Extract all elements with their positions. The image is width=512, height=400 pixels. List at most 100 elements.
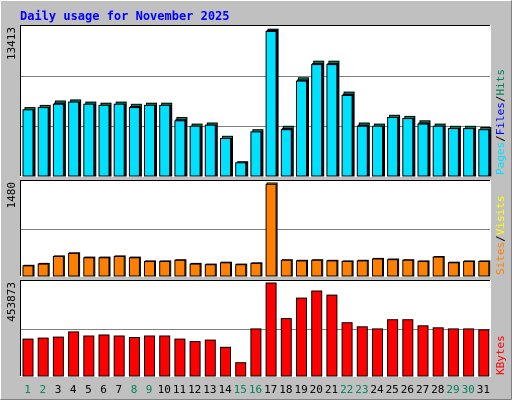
bar-kbytes-day-19 (296, 297, 307, 377)
day-label-28: 28 (431, 383, 444, 396)
bar-sites-day-30 (463, 261, 475, 277)
bar-sites-day-24 (372, 258, 383, 277)
bar-kbytes-day-6 (98, 334, 110, 377)
day-label-23: 23 (355, 383, 368, 396)
bar-sites-day-17 (265, 183, 277, 277)
bar-pages-day-14 (220, 138, 231, 177)
bar-kbytes-day-28 (432, 327, 444, 377)
bar-pages-day-13 (204, 124, 216, 177)
bar-pages-day-15 (235, 162, 247, 177)
kbytes-panel: 453873 KBytes (5, 280, 507, 377)
bar-sites-day-23 (356, 260, 368, 277)
panel-legend: Pages/Files/Hits (494, 69, 507, 175)
day-label-27: 27 (416, 383, 429, 396)
bar-pages-day-2 (37, 107, 49, 177)
day-label-30: 30 (462, 383, 475, 396)
chart-title: Daily usage for November 2025 (20, 9, 230, 23)
bar-pages-day-26 (402, 118, 414, 177)
day-label-25: 25 (386, 383, 399, 396)
bar-kbytes-day-13 (204, 339, 216, 377)
bar-kbytes-day-31 (478, 329, 490, 377)
panel-legend: Sites/Visits (494, 196, 507, 276)
day-label-1: 1 (24, 383, 31, 396)
day-label-21: 21 (325, 383, 338, 396)
day-label-8: 8 (131, 383, 138, 396)
bar-pages-day-3 (52, 103, 64, 177)
bar-pages-day-12 (189, 125, 201, 177)
bar-pages-day-22 (341, 95, 353, 177)
bar-pages-day-10 (159, 104, 171, 177)
bar-sites-day-10 (159, 261, 171, 277)
legend-entry: Sites (494, 242, 507, 275)
bar-sites-day-1 (22, 265, 34, 277)
panel-legend: KBytes (494, 335, 507, 375)
bar-kbytes-day-8 (128, 337, 140, 377)
bar-sites-day-22 (341, 261, 353, 277)
bar-pages-day-30 (463, 128, 475, 177)
day-label-18: 18 (279, 383, 292, 396)
day-label-12: 12 (188, 383, 201, 396)
bar-sites-day-6 (98, 257, 110, 277)
bar-kbytes-day-30 (463, 328, 475, 377)
bar-sites-day-4 (68, 252, 80, 277)
bar-pages-day-4 (68, 101, 80, 177)
bar-kbytes-day-26 (402, 319, 414, 377)
day-label-10: 10 (158, 383, 171, 396)
bar-kbytes-day-16 (250, 328, 262, 377)
day-label-13: 13 (203, 383, 216, 396)
bar-kbytes-day-14 (220, 346, 231, 377)
day-label-31: 31 (477, 383, 490, 396)
max-value-label: 1480 (5, 182, 18, 209)
bar-pages-day-23 (356, 125, 368, 177)
bar-kbytes-day-23 (356, 326, 368, 377)
bar-sites-day-27 (417, 261, 429, 277)
bar-kbytes-day-24 (372, 328, 383, 377)
bar-pages-day-28 (432, 125, 444, 177)
day-label-2: 2 (39, 383, 46, 396)
bar-kbytes-day-27 (417, 325, 429, 377)
day-tick-labels: 1 2 3 4 5 6 7 8 9 10 11 12 13 14 15 16 17 18 19 20 21 22 23 24 2… (24, 383, 490, 396)
bar-pages-day-7 (113, 103, 125, 177)
bar-kbytes-day-22 (341, 322, 353, 377)
day-label-26: 26 (401, 383, 414, 396)
bar-sites-day-3 (52, 256, 64, 277)
day-label-16: 16 (249, 383, 262, 396)
bar-pages-day-21 (326, 64, 338, 177)
bar-sites-day-14 (220, 262, 231, 277)
day-label-7: 7 (115, 383, 122, 396)
bar-kbytes-day-29 (447, 328, 459, 377)
day-label-19: 19 (294, 383, 307, 396)
bar-sites-day-15 (235, 264, 247, 277)
day-label-6: 6 (100, 383, 107, 396)
bar-sites-day-25 (387, 259, 399, 277)
bar-pages-day-16 (250, 131, 262, 177)
bar-sites-day-26 (402, 259, 414, 277)
bar-sites-day-28 (432, 256, 444, 277)
bar-sites-day-9 (144, 261, 155, 277)
bar-kbytes-day-4 (68, 331, 80, 377)
bar-sites-day-16 (250, 262, 262, 277)
bar-kbytes-day-5 (83, 335, 95, 377)
bar-sites-day-11 (174, 259, 186, 277)
bar-kbytes-day-25 (387, 319, 399, 377)
legend-entry: Hits (494, 69, 507, 96)
bar-kbytes-day-7 (113, 335, 125, 377)
bar-kbytes-day-17 (265, 282, 277, 377)
bar-sites-day-8 (128, 257, 140, 277)
bar-pages-day-19 (296, 80, 307, 177)
bar-pages-day-20 (311, 64, 323, 177)
bar-pages-day-25 (387, 117, 399, 177)
bar-pages-day-24 (372, 125, 383, 177)
day-label-29: 29 (446, 383, 459, 396)
bar-pages-day-11 (174, 120, 186, 177)
legend-entry: Pages (494, 142, 507, 175)
legend-entry: / (494, 96, 507, 103)
legend-entry: KBytes (494, 335, 507, 375)
max-value-label: 453873 (5, 282, 18, 322)
legend-entry: Files (494, 102, 507, 135)
day-label-15: 15 (234, 383, 247, 396)
day-label-4: 4 (70, 383, 77, 396)
bar-pages-day-6 (98, 104, 110, 177)
